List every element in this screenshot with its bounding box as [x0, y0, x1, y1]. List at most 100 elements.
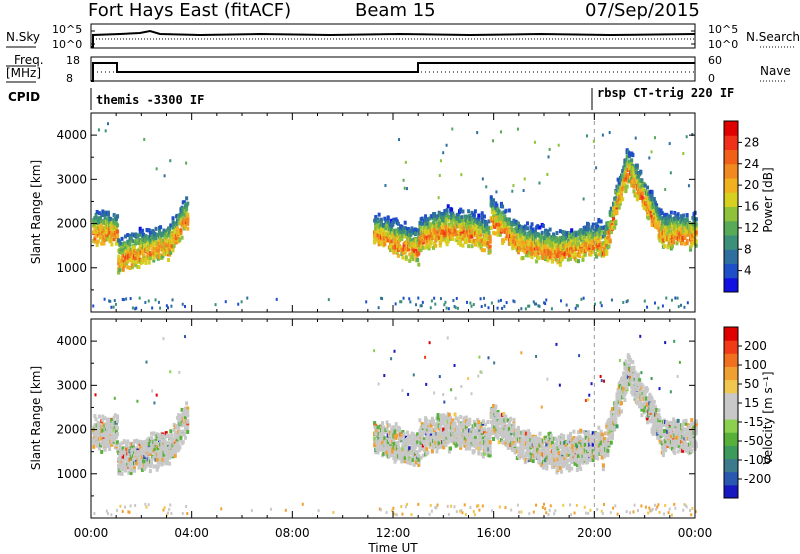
- y-tick-label: 3000: [56, 172, 87, 186]
- data-cell: [173, 453, 177, 458]
- data-cell: [615, 208, 619, 213]
- data-cell: [154, 252, 158, 257]
- data-cell: [417, 502, 420, 506]
- data-cell: [379, 296, 382, 300]
- data-cell: [401, 512, 404, 516]
- data-cell: [398, 426, 402, 431]
- data-cell: [129, 504, 132, 508]
- data-cell: [452, 214, 456, 219]
- data-cell: [392, 442, 396, 447]
- data-cell: [593, 252, 597, 257]
- data-cell: [392, 250, 396, 255]
- data-cell: [117, 270, 121, 275]
- data-cell: [437, 223, 441, 228]
- data-cell: [569, 256, 573, 261]
- data-cell: [237, 302, 240, 306]
- data-cell: [631, 174, 634, 178]
- data-cell: [185, 401, 189, 406]
- data-cell: [173, 230, 177, 235]
- data-cell: [514, 238, 518, 243]
- data-cell: [144, 463, 148, 468]
- data-cell: [533, 302, 536, 306]
- data-cell: [494, 205, 498, 210]
- data-cell: [608, 226, 612, 231]
- data-cell: [131, 444, 135, 449]
- data-cell: [430, 416, 434, 421]
- data-cell: [653, 224, 657, 229]
- data-cell: [438, 424, 442, 429]
- data-cell: [582, 296, 585, 300]
- data-cell: [377, 306, 380, 310]
- data-cell: [108, 221, 112, 226]
- data-cell: [419, 425, 423, 430]
- data-cell: [441, 227, 445, 232]
- data-cell: [442, 211, 446, 216]
- data-cell: [668, 215, 672, 220]
- data-cell: [433, 296, 436, 300]
- data-cell: [420, 216, 424, 221]
- data-cell: [576, 259, 580, 264]
- data-cell: [146, 462, 150, 467]
- data-cell: [379, 222, 383, 227]
- data-cell: [169, 250, 173, 255]
- data-cell: [180, 235, 184, 240]
- data-cell: [153, 232, 157, 237]
- data-cell: [616, 177, 620, 182]
- data-cell: [409, 461, 413, 466]
- data-cell: [410, 249, 414, 254]
- data-cell: [413, 230, 417, 235]
- data-cell: [159, 225, 163, 230]
- cpid-segment-1: themis -3300 IF: [96, 93, 204, 107]
- colorbar-segment: [724, 277, 738, 293]
- data-cell: [101, 209, 105, 214]
- data-cell: [437, 235, 441, 240]
- data-cell: [669, 219, 673, 224]
- data-cell: [660, 211, 664, 216]
- data-cell: [94, 393, 97, 397]
- data-cell: [178, 238, 182, 243]
- data-cell: [430, 299, 433, 303]
- data-cell: [548, 227, 552, 232]
- data-cell: [519, 234, 523, 239]
- data-cell: [120, 264, 124, 269]
- data-cell: [385, 510, 388, 514]
- data-cell: [565, 252, 569, 257]
- data-cell: [488, 234, 492, 239]
- data-cell: [103, 416, 107, 421]
- data-cell: [114, 443, 118, 448]
- data-cell: [599, 219, 603, 224]
- data-cell: [626, 173, 630, 178]
- data-cell: [383, 238, 387, 243]
- data-cell: [148, 230, 152, 235]
- data-cell: [657, 220, 661, 225]
- data-cell: [426, 219, 430, 224]
- data-cell: [126, 439, 130, 444]
- data-cell: [682, 221, 686, 226]
- data-cell: [156, 457, 160, 462]
- data-cell: [385, 450, 389, 455]
- data-cell: [142, 448, 146, 453]
- data-cell: [148, 469, 152, 474]
- data-cell: [487, 306, 490, 310]
- data-cell: [692, 214, 696, 219]
- data-cell: [529, 229, 533, 234]
- data-cell: [394, 232, 398, 237]
- data-cell: [116, 440, 120, 445]
- data-cell: [169, 223, 173, 228]
- data-cell: [542, 236, 546, 241]
- data-cell: [453, 305, 456, 309]
- data-cell: [572, 236, 576, 241]
- data-cell: [555, 236, 559, 241]
- data-cell: [391, 231, 395, 236]
- data-cell: [670, 226, 674, 231]
- data-cell: [513, 300, 516, 304]
- data-cell: [172, 427, 176, 432]
- data-cell: [493, 214, 497, 219]
- data-cell: [455, 238, 459, 243]
- data-cell: [439, 297, 442, 301]
- data-cell: [424, 245, 428, 250]
- data-cell: [176, 438, 180, 443]
- data-cell: [126, 265, 130, 270]
- data-cell: [413, 434, 417, 439]
- data-cell: [386, 446, 390, 451]
